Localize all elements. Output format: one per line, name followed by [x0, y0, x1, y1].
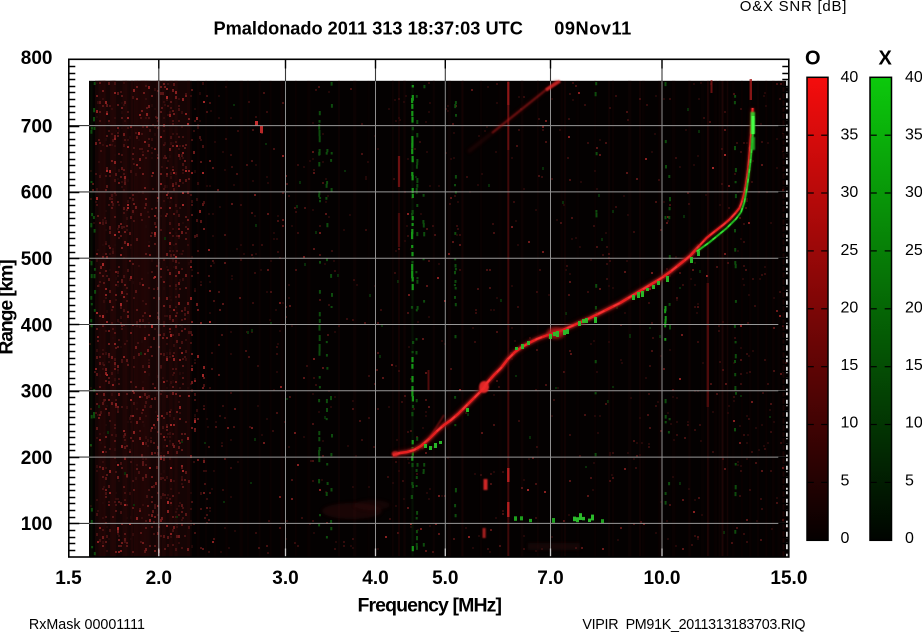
- svg-text:35: 35: [905, 127, 922, 144]
- svg-text:0: 0: [905, 530, 914, 547]
- svg-text:35: 35: [841, 127, 859, 144]
- svg-text:5: 5: [841, 472, 850, 489]
- svg-text:40: 40: [905, 69, 922, 86]
- svg-text:VIPIR PM91K_2011313183703.RIQ: VIPIR PM91K_2011313183703.RIQ: [582, 617, 805, 633]
- svg-text:300: 300: [21, 382, 53, 403]
- svg-text:25: 25: [905, 242, 922, 259]
- svg-text:7.0: 7.0: [537, 568, 563, 589]
- svg-text:1.5: 1.5: [55, 568, 82, 589]
- svg-text:0: 0: [841, 530, 850, 547]
- svg-text:20: 20: [841, 300, 859, 317]
- svg-text:25: 25: [841, 242, 859, 259]
- svg-text:10: 10: [841, 415, 859, 432]
- svg-text:40: 40: [841, 69, 859, 86]
- svg-text:15: 15: [841, 357, 859, 374]
- svg-text:O&X SNR [dB]: O&X SNR [dB]: [740, 0, 847, 15]
- svg-text:09Nov11: 09Nov11: [554, 18, 632, 38]
- svg-text:4.0: 4.0: [362, 568, 388, 589]
- svg-text:30: 30: [841, 184, 859, 201]
- svg-text:Frequency [MHz]: Frequency [MHz]: [357, 594, 501, 616]
- svg-text:400: 400: [21, 315, 53, 336]
- svg-text:RxMask 00001111: RxMask 00001111: [29, 617, 145, 633]
- svg-text:15: 15: [905, 357, 922, 374]
- svg-text:5.0: 5.0: [432, 568, 458, 589]
- svg-text:20: 20: [905, 300, 922, 317]
- svg-text:X: X: [879, 47, 893, 69]
- svg-text:10: 10: [905, 415, 922, 432]
- svg-text:5: 5: [905, 472, 914, 489]
- svg-text:15.0: 15.0: [770, 568, 807, 589]
- svg-text:700: 700: [21, 116, 53, 137]
- svg-text:3.0: 3.0: [272, 568, 298, 589]
- svg-text:10.0: 10.0: [644, 568, 681, 589]
- svg-text:800: 800: [21, 48, 53, 69]
- svg-text:O: O: [805, 47, 821, 69]
- svg-text:500: 500: [21, 249, 53, 270]
- svg-text:200: 200: [21, 448, 53, 469]
- svg-text:2.0: 2.0: [146, 568, 172, 589]
- svg-text:Pmaldonado 2011 313 18:37:03 U: Pmaldonado 2011 313 18:37:03 UTC: [214, 18, 523, 38]
- svg-text:100: 100: [21, 514, 53, 535]
- svg-text:30: 30: [905, 184, 922, 201]
- svg-text:600: 600: [21, 183, 53, 204]
- svg-text:Range [km]: Range [km]: [0, 260, 18, 355]
